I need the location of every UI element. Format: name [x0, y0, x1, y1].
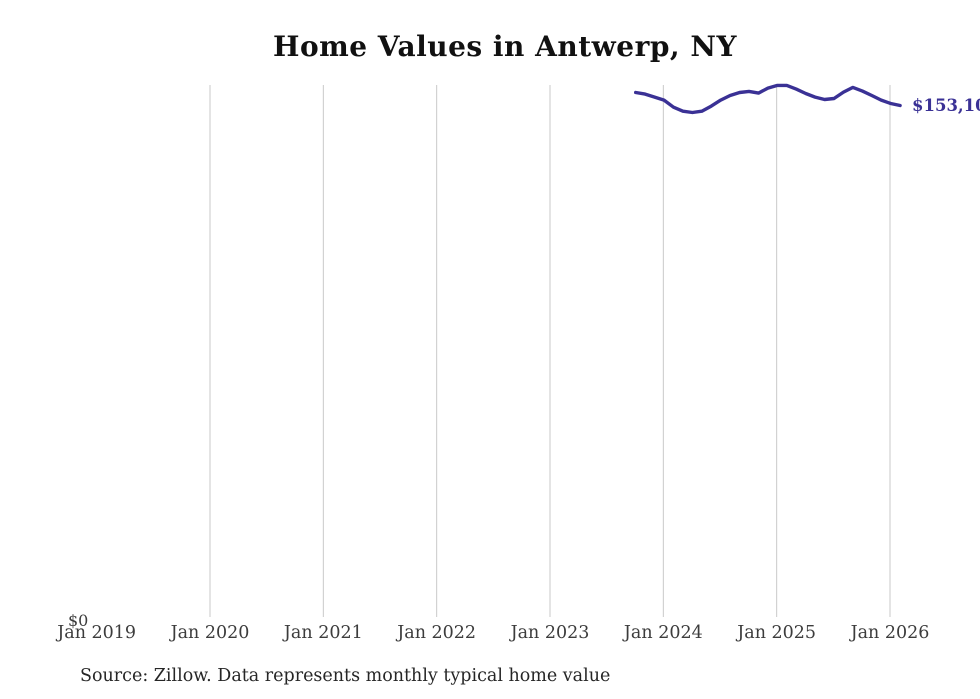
x-tick-label: Jan 2019: [57, 623, 137, 643]
x-tick-label: Jan 2024: [623, 623, 703, 643]
series-end-value-label: $153,100: [912, 96, 980, 115]
series-line: [634, 83, 902, 115]
source-note: Source: Zillow. Data represents monthly …: [80, 666, 611, 686]
x-tick-label: Jan 2023: [510, 623, 590, 643]
x-tick-label: Jan 2026: [850, 623, 930, 643]
x-tick-label: Jan 2020: [170, 623, 250, 643]
x-tick-label: Jan 2025: [737, 623, 817, 643]
x-tick-label: Jan 2022: [397, 623, 477, 643]
chart-title: Home Values in Antwerp, NY: [272, 30, 738, 63]
x-tick-label: Jan 2021: [283, 623, 363, 643]
y-axis-zero-label: $0: [68, 611, 89, 630]
